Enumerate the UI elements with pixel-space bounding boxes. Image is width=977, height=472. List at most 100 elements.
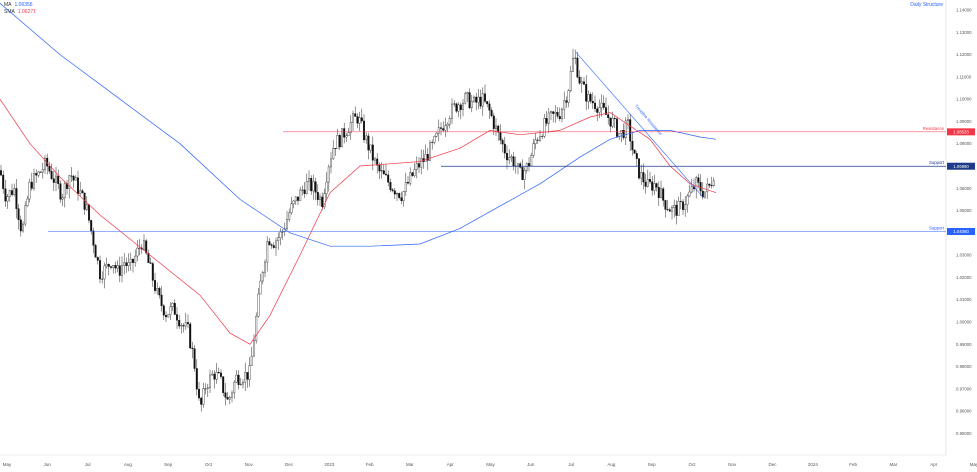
candle-body [354,113,357,117]
candle-body [244,372,247,383]
candle-body [451,103,453,119]
legend-ma-label: MA [4,2,12,8]
candle-body [420,158,423,168]
candle-body [294,196,297,202]
candle-body [228,397,231,400]
candle-body [217,371,220,374]
candle-body [517,163,519,167]
price-tick-label: 1.14000 [956,8,972,13]
candle-body [44,157,46,170]
candle-body [74,177,77,181]
candle-body [429,142,431,161]
candle-body [477,96,480,103]
candle-body [413,169,416,176]
time-tick-label: Jul [85,462,91,467]
candle-body [345,135,348,138]
time-tick-label: Sep [648,462,657,467]
candle-body [325,181,328,194]
candle-body [114,265,117,269]
candle-body [521,167,524,180]
candle-body [369,144,372,151]
candle-body [415,163,418,170]
candle-body [492,115,495,129]
candle-body [231,392,233,398]
candle-body [611,118,614,127]
candle-body [673,204,676,208]
candle-body [323,193,326,208]
candle-body [180,325,183,327]
candle-body [319,196,321,200]
candle-body [547,112,550,124]
candle-body [682,201,684,210]
candle-body [259,280,262,295]
candle-body [220,372,222,377]
candle-body [11,190,13,195]
candle-body [605,107,607,115]
candle-body [448,118,451,125]
candle-body [356,116,359,124]
chart-title: Daily Structure [910,2,943,8]
candle-body [162,305,165,316]
candle-body [488,103,491,111]
candle-body [400,197,403,201]
candle-body [211,373,214,376]
candle-body [277,237,280,242]
level-price-tag [947,162,975,170]
candle-body [338,135,341,148]
candle-body [697,177,700,183]
level-price-value: 1.08533 [953,129,969,134]
time-tick-label: Sep [164,462,173,467]
candle-body [574,57,577,59]
time-tick-label: Dec [285,462,294,467]
time-tick-label: Jul [568,462,574,467]
candle-body [347,132,350,136]
candle-body [55,175,57,183]
candle-body [222,376,225,393]
candle-body [664,200,667,210]
candle-body [558,116,561,120]
candle-body [642,172,645,183]
time-tick-label: 2024 [808,462,819,467]
candle-body [22,223,24,232]
candle-body [444,125,447,131]
time-tick-label: Nov [728,462,737,467]
level-price-tag [947,228,975,236]
candle-body [184,322,187,327]
candle-body [530,155,533,167]
price-tick-label: 0.96000 [956,409,972,414]
candle-body [503,143,506,154]
candle-body [24,205,27,225]
candle-body [371,144,374,161]
candle-body [440,127,442,129]
candle-body [165,315,167,318]
candle-body [704,191,706,198]
time-tick-label: Mar [406,462,414,467]
candle-body [360,117,363,122]
candle-body [96,257,99,261]
candle-body [2,174,5,189]
candle-body [63,183,66,198]
candle-body [528,163,530,167]
price-tick-label: 1.09000 [956,119,972,124]
candle-body [475,96,478,103]
time-tick-label: Apr [447,462,455,467]
candle-body [88,204,90,221]
candle-body [657,187,660,198]
candle-body [380,170,383,172]
time-tick-label: Oct [688,462,696,467]
candle-body [28,181,31,200]
time-tick-label: Dec [769,462,778,467]
candle-body [459,104,462,110]
candle-body [706,183,709,193]
candle-body [629,119,632,142]
candle-body [301,189,304,191]
candle-body [552,111,555,114]
candle-body [536,139,539,141]
candle-body [279,231,282,238]
candle-body [690,186,693,193]
candle-body [624,120,627,139]
price-tick-label: 1.00000 [956,319,972,324]
candle-body [523,170,526,180]
candle-body [710,185,713,187]
